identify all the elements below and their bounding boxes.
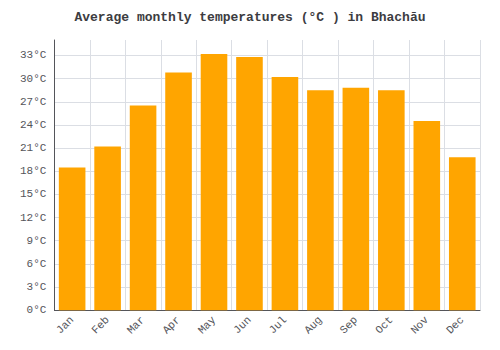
svg-text:Nov: Nov <box>409 314 432 337</box>
svg-text:21°C: 21°C <box>20 142 47 154</box>
svg-text:Sep: Sep <box>338 314 360 336</box>
svg-text:Aug: Aug <box>302 314 324 336</box>
svg-text:27°C: 27°C <box>20 96 47 108</box>
svg-text:Jul: Jul <box>267 314 289 336</box>
svg-text:Average monthly temperatures (: Average monthly temperatures (°C ) in Bh… <box>74 10 425 25</box>
svg-text:Jan: Jan <box>54 314 76 336</box>
svg-text:Apr: Apr <box>160 314 182 336</box>
svg-text:15°C: 15°C <box>20 188 47 200</box>
svg-text:3°C: 3°C <box>27 281 47 293</box>
svg-text:18°C: 18°C <box>20 165 47 177</box>
svg-text:30°C: 30°C <box>20 73 47 85</box>
svg-text:9°C: 9°C <box>27 235 47 247</box>
svg-text:Feb: Feb <box>89 314 111 336</box>
svg-text:Jun: Jun <box>231 314 253 336</box>
svg-text:24°C: 24°C <box>20 119 47 131</box>
svg-text:Oct: Oct <box>373 314 395 336</box>
svg-text:0°C: 0°C <box>27 304 47 316</box>
svg-text:Dec: Dec <box>444 314 466 336</box>
svg-text:6°C: 6°C <box>27 258 47 270</box>
svg-text:12°C: 12°C <box>20 212 47 224</box>
svg-text:Mar: Mar <box>125 314 147 336</box>
svg-text:May: May <box>196 314 219 337</box>
svg-text:33°C: 33°C <box>20 49 47 61</box>
